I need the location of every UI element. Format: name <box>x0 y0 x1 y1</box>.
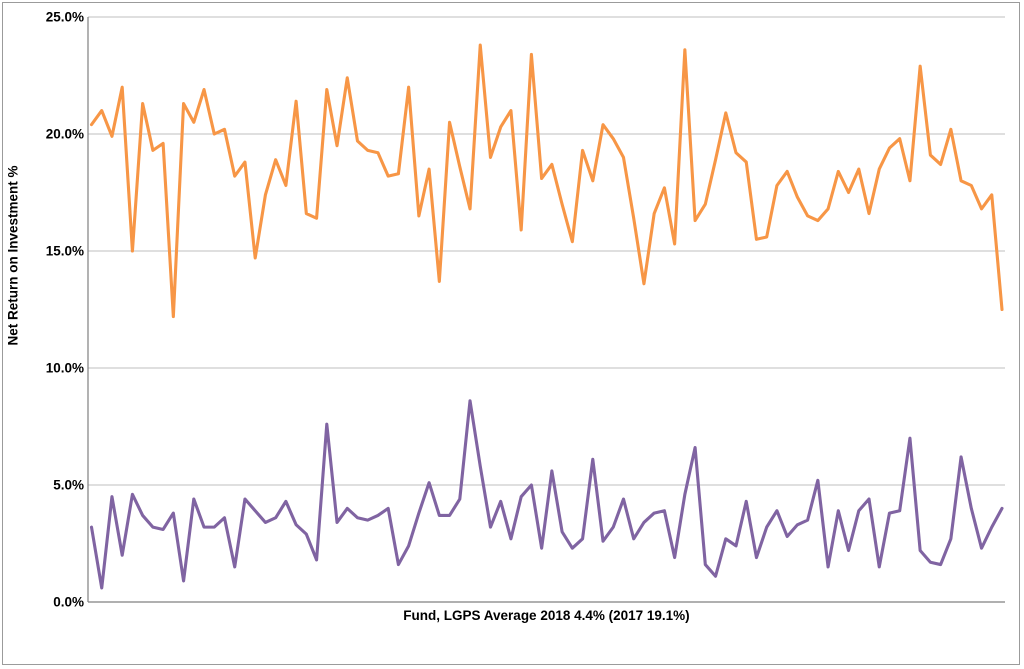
y-tick-label: 0.0% <box>53 594 84 610</box>
series-2017-line <box>89 43 1004 319</box>
y-tick-label: 10.0% <box>45 360 84 376</box>
series-2018-line <box>89 399 1004 590</box>
y-tick-label: 25.0% <box>45 9 84 25</box>
x-axis-title: Fund, LGPS Average 2018 4.4% (2017 19.1%… <box>403 608 690 623</box>
y-tick-label: 5.0% <box>53 477 84 493</box>
y-tick-label: 15.0% <box>45 243 84 259</box>
y-tick-label: 20.0% <box>45 126 84 142</box>
y-axis-title: Net Return on Investment % <box>5 165 21 346</box>
